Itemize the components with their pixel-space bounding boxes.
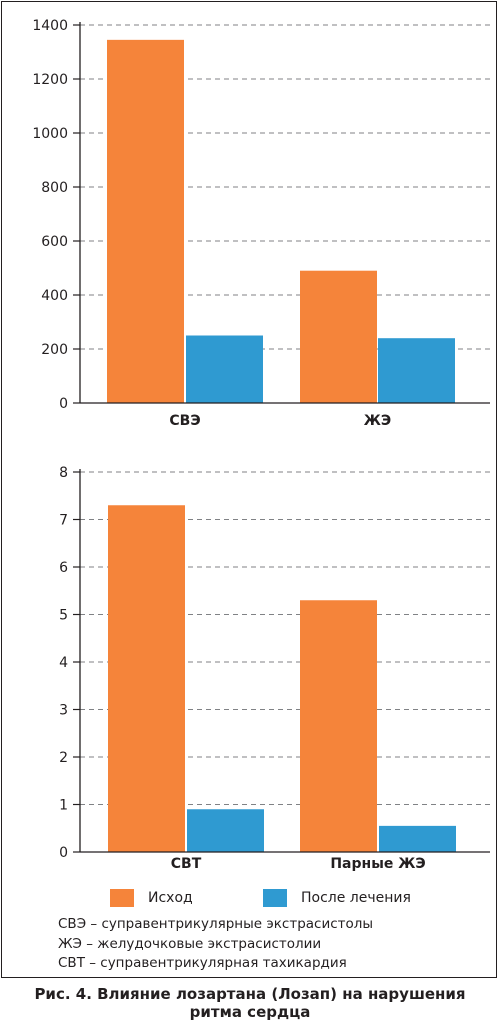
y-tick-label: 2: [59, 750, 68, 766]
bar-after-treatment: [186, 335, 263, 403]
y-tick-label: 1000: [32, 126, 68, 142]
figure-caption: Рис. 4. Влияние лозартана (Лозап) на нар…: [0, 985, 500, 1021]
x-category-label: СВТ: [171, 856, 202, 872]
bar-baseline: [300, 270, 377, 403]
bar-baseline: [107, 39, 184, 403]
legend: Исход После лечения: [110, 886, 490, 910]
x-category-label: ЖЭ: [364, 413, 391, 429]
y-tick-label: 800: [41, 180, 68, 196]
y-tick-label: 400: [41, 288, 68, 304]
legend-item-after-treatment: После лечения: [263, 886, 411, 910]
y-tick-label: 600: [41, 234, 68, 250]
y-tick-label: 0: [59, 396, 68, 412]
y-tick-label: 6: [59, 560, 68, 576]
y-tick-label: 8: [59, 465, 68, 481]
legend-swatch-after-treatment: [263, 889, 287, 907]
note-line: СВЭ – суправентрикулярные экстрасистолы: [58, 916, 374, 932]
bar-after-treatment: [187, 809, 264, 852]
chart-top: 0 200 400 600 800 1000 1200 1400 СВЭ ЖЭ: [32, 18, 490, 429]
x-category-label: Парные ЖЭ: [330, 856, 425, 872]
y-tick-label: 5: [59, 608, 68, 624]
abbreviation-notes: СВЭ – суправентрикулярные экстрасистолы …: [58, 915, 373, 974]
note-line: ЖЭ – желудочковые экстрасистолии: [58, 935, 322, 952]
bar-baseline: [300, 600, 377, 852]
bar-after-treatment: [378, 338, 455, 403]
legend-label-after-treatment: После лечения: [301, 890, 411, 906]
y-tick-label: 7: [59, 513, 68, 529]
legend-label-baseline: Исход: [148, 890, 193, 906]
legend-swatch-baseline: [110, 889, 134, 907]
note-line: СВТ – суправентрикулярная тахикардия: [58, 955, 347, 971]
y-tick-label: 1: [59, 798, 68, 814]
legend-item-baseline: Исход: [110, 886, 193, 910]
y-tick-label: 1400: [32, 18, 68, 34]
x-category-label: СВЭ: [169, 413, 200, 429]
chart-bottom: 0 1 2 3 4 5 6 7 8 СВТ Парные ЖЭ: [59, 465, 490, 872]
bar-after-treatment: [379, 825, 456, 852]
bar-baseline: [108, 505, 185, 852]
caption-line-2: ритма сердца: [189, 1003, 311, 1021]
y-tick-label: 3: [59, 703, 68, 719]
y-tick-label: 4: [59, 655, 68, 671]
y-tick-label: 1200: [32, 72, 68, 88]
caption-line-1: Рис. 4. Влияние лозартана (Лозап) на нар…: [34, 985, 466, 1003]
figure-frame: [1, 1, 497, 978]
y-tick-label: 0: [59, 845, 68, 861]
y-tick-label: 200: [41, 342, 68, 358]
